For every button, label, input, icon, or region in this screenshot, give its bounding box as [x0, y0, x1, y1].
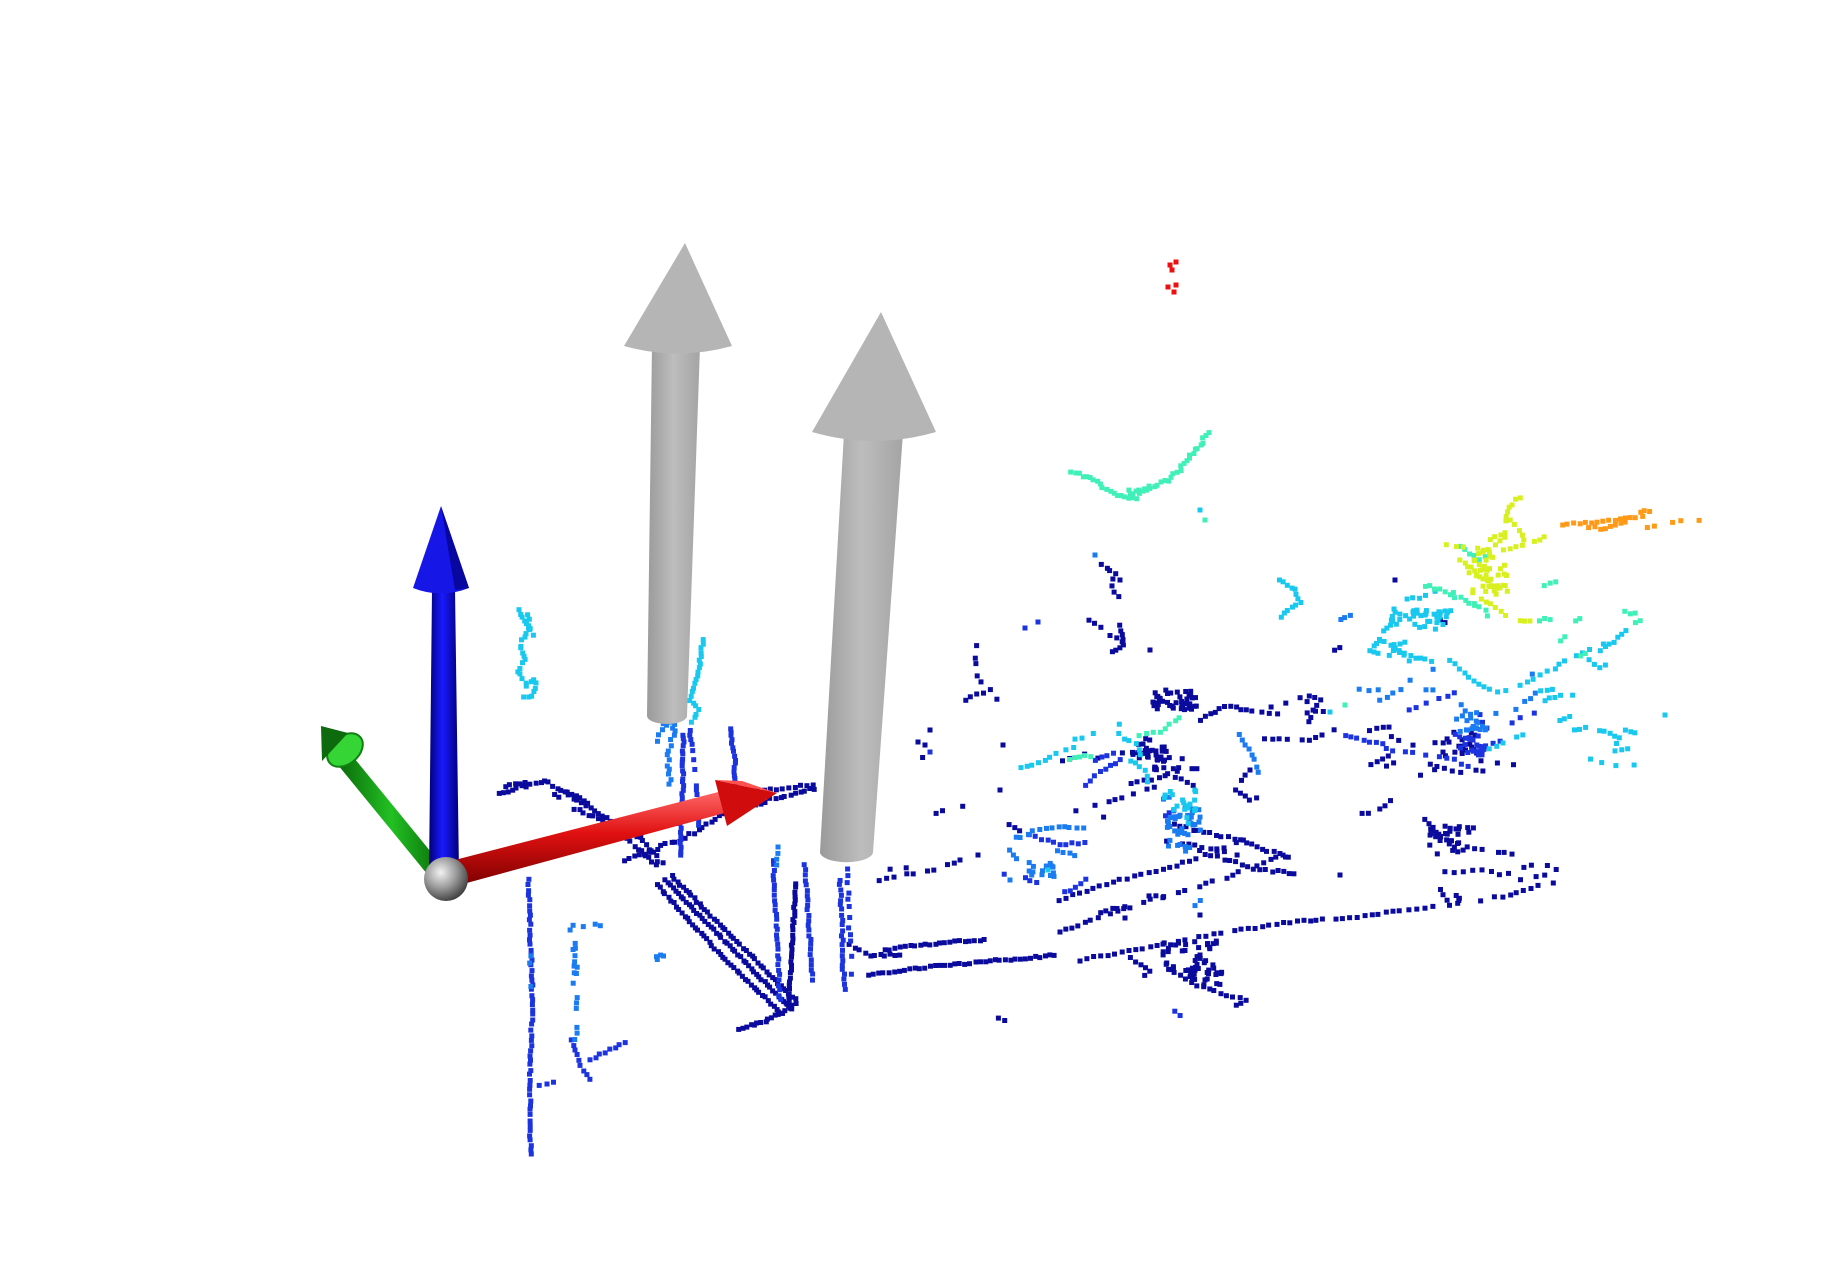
z-axis-blue-arrow[interactable]	[413, 506, 469, 873]
points-layer-blue	[525, 619, 1537, 1157]
points-layer-orange	[1560, 508, 1702, 532]
coordinate-frame	[321, 506, 777, 901]
points-layer-cyan	[515, 507, 1668, 873]
points-layer-deep	[496, 561, 1559, 1032]
y-axis-green-arrow	[321, 726, 444, 880]
point-cloud	[496, 259, 1702, 1157]
gray-marker-arrow-2[interactable]	[812, 312, 936, 863]
points-layer-yellow	[1443, 495, 1547, 624]
origin-sphere[interactable]	[424, 857, 468, 901]
gray-marker-arrow-1[interactable]	[624, 243, 732, 724]
x-axis-red-arrow[interactable]	[447, 780, 777, 887]
points-layer-green	[1067, 430, 1643, 762]
points-layer-red	[1165, 259, 1179, 295]
points-layer-mid	[527, 552, 1538, 1042]
